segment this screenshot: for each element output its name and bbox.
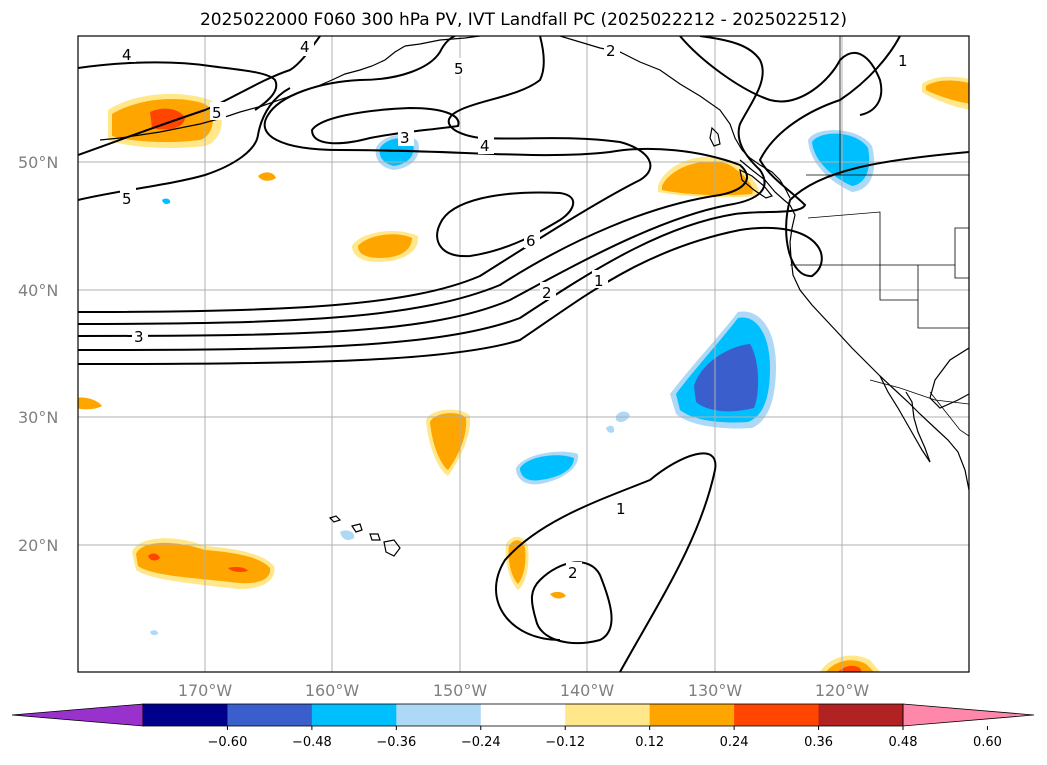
map-frame <box>77 35 970 673</box>
contour-3-loop <box>310 106 460 145</box>
positive-anomaly-region <box>926 80 969 104</box>
contour-label: 3 <box>400 129 410 147</box>
contour-label: 1 <box>898 52 908 70</box>
contour-label: 3 <box>134 328 144 346</box>
positive-anomaly-region <box>148 553 160 561</box>
contour-labels: 4 4 5 5 3 4 5 6 2 1 3 1 2 1 <box>120 38 912 582</box>
contour-label: 4 <box>480 137 490 155</box>
negative-anomaly-region <box>812 133 870 186</box>
contour-label: 6 <box>526 232 536 250</box>
political-borders <box>790 36 969 437</box>
contour-label: 5 <box>454 60 464 78</box>
contour-4 <box>78 36 748 325</box>
colorbar-extend-max <box>902 703 1035 727</box>
contour-label: 5 <box>212 104 222 122</box>
colorbar-segment <box>311 704 397 726</box>
colorbar-tick-label: −0.48 <box>292 735 332 750</box>
contour-label: 4 <box>300 38 310 56</box>
gridlines <box>78 36 969 672</box>
colorbar-tick-label: 0.48 <box>889 735 918 750</box>
contour-5-upper <box>78 61 278 111</box>
lon-label: 130°W <box>688 681 743 700</box>
contour-label: 1 <box>616 500 626 518</box>
contour-1-south <box>495 452 717 672</box>
colorbar-tick-label: −0.24 <box>461 735 501 750</box>
lat-label: 30°N <box>18 408 58 427</box>
positive-anomaly-region <box>430 413 467 470</box>
contour-label: 1 <box>594 272 604 290</box>
positive-anomaly-region <box>662 161 753 196</box>
contour-4-nw <box>78 36 321 156</box>
shaded-anomalies <box>78 76 969 672</box>
contour-1-ne <box>679 36 883 116</box>
lon-label: 160°W <box>305 681 360 700</box>
negative-anomaly-region <box>520 455 574 481</box>
lat-label: 40°N <box>18 281 58 300</box>
colorbar-tick-label: −0.60 <box>208 735 248 750</box>
positive-anomaly-region <box>150 108 185 130</box>
colorbar: −0.60 −0.48 −0.36 −0.24 −0.12 0.12 0.24 0.36 0.4… <box>11 703 1035 750</box>
contour-3 <box>78 36 766 337</box>
colorbar-segment <box>143 704 228 726</box>
positive-anomaly-region <box>136 542 271 584</box>
contour-label: 2 <box>568 564 578 582</box>
contour-label: 2 <box>606 42 616 60</box>
colorbar-segment <box>649 704 735 726</box>
colorbar-segment <box>227 704 313 726</box>
map-title: 2025022000 F060 300 hPa PV, IVT Landfall… <box>199 10 847 30</box>
colorbar-tick-label: 0.24 <box>720 735 749 750</box>
contour-2-south <box>530 561 613 644</box>
contour-5 <box>78 36 652 313</box>
lon-label: 150°W <box>433 681 488 700</box>
lon-label: 170°W <box>178 681 233 700</box>
negative-anomaly-region <box>150 630 158 636</box>
colorbar-tick-label: 0.36 <box>804 735 833 750</box>
latitude-labels: 50°N 40°N 30°N 20°N <box>18 153 58 555</box>
positive-anomaly-region <box>550 591 566 599</box>
positive-anomaly-region <box>78 397 102 410</box>
colorbar-tick-label: 0.60 <box>973 735 1002 750</box>
negative-anomaly-region <box>162 198 171 204</box>
colorbar-extend-min <box>11 703 144 727</box>
colorbar-segment <box>396 704 482 726</box>
colorbar-tick-label: −0.36 <box>376 735 416 750</box>
colorbar-frame <box>142 703 904 727</box>
positive-anomaly-region <box>228 567 248 572</box>
positive-anomaly-region <box>258 172 276 181</box>
lat-label: 20°N <box>18 536 58 555</box>
contour-label: 4 <box>122 46 132 64</box>
colorbar-segment <box>818 704 904 726</box>
pv-contours <box>78 36 969 672</box>
map-content: 4 4 5 5 3 4 5 6 2 1 3 1 2 1 <box>78 36 969 672</box>
negative-anomaly-region <box>340 530 355 540</box>
negative-anomaly-region <box>694 344 759 412</box>
lon-label: 140°W <box>560 681 615 700</box>
longitude-labels: 170°W 160°W 150°W 140°W 130°W 120°W <box>178 681 870 700</box>
contour-6 <box>436 191 575 258</box>
colorbar-segment <box>480 704 566 726</box>
lat-label: 50°N <box>18 153 58 172</box>
positive-anomaly-region <box>838 665 862 672</box>
contour-label: 2 <box>542 284 552 302</box>
colorbar-tick-label: 0.12 <box>635 735 664 750</box>
contour-label: 5 <box>122 190 132 208</box>
lon-label: 120°W <box>815 681 870 700</box>
contour-2 <box>78 36 901 351</box>
colorbar-segment <box>565 704 651 726</box>
negative-anomaly-region <box>606 425 615 433</box>
colorbar-tick-label: −0.12 <box>545 735 585 750</box>
colorbar-segment <box>734 704 820 726</box>
positive-anomaly-region <box>358 234 412 258</box>
